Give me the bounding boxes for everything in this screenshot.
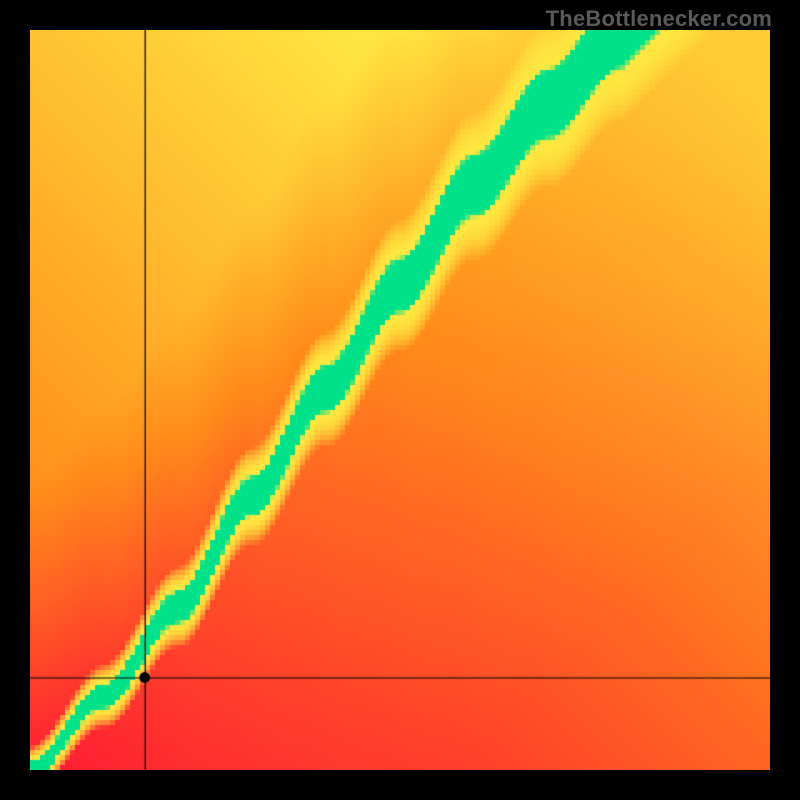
bottleneck-heatmap — [30, 30, 770, 770]
chart-container: TheBottlenecker.com — [0, 0, 800, 800]
watermark-text: TheBottlenecker.com — [546, 6, 772, 32]
